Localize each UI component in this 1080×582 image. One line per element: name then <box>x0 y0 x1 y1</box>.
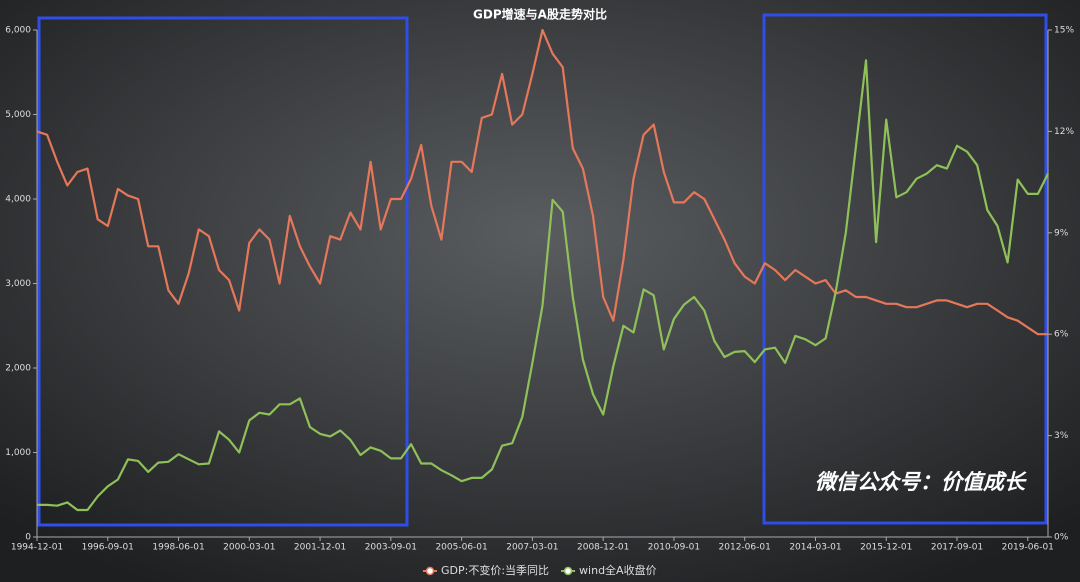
y2-tick-label: 6% <box>1054 330 1069 340</box>
y2-tick-label: 12% <box>1054 127 1074 137</box>
x-tick-label: 2017-09-01 <box>931 543 983 553</box>
legend-marker <box>563 566 573 576</box>
y2-tick-label: 15% <box>1054 26 1074 36</box>
x-tick-label: 2005-06-01 <box>435 543 487 553</box>
x-tick-label: 2012-06-01 <box>719 543 771 553</box>
line-series <box>37 59 1049 512</box>
x-tick-label: 2014-03-01 <box>789 543 841 553</box>
y2-tick-label: 0% <box>1054 533 1069 543</box>
x-tick-label: 2010-09-01 <box>648 543 700 553</box>
x-tick-label: 2001-12-01 <box>294 543 346 553</box>
watermark: 微信公众号：价值成长 <box>815 470 1027 494</box>
x-tick-label: 2003-09-01 <box>365 543 417 553</box>
y2-tick-label: 9% <box>1054 228 1069 238</box>
highlight-box <box>762 13 1048 525</box>
line-series <box>36 28 1048 336</box>
y2-tick-label: 3% <box>1054 431 1069 441</box>
legend-label: GDP:不变价:当季同比 <box>441 563 549 577</box>
x-tick-label: 2000-03-01 <box>223 543 275 553</box>
chart-title: GDP增速与A股走势对比 <box>473 7 607 22</box>
y-tick-label: 2,000 <box>5 364 31 374</box>
y-tick-label: 5,000 <box>5 110 31 120</box>
x-tick-label: 2015-12-01 <box>860 543 912 553</box>
x-tick-label: 2019-06-01 <box>1002 543 1054 553</box>
x-tick-label: 1994-12-01 <box>11 543 63 553</box>
x-tick-label: 2007-03-01 <box>506 543 558 553</box>
y-tick-label: 6,000 <box>5 26 31 36</box>
legend-label: wind全A收盘价 <box>579 563 657 577</box>
x-tick-label: 2008-12-01 <box>577 543 629 553</box>
y-tick-label: 3,000 <box>5 279 31 289</box>
x-tick-label: 1998-06-01 <box>152 543 204 553</box>
y-tick-label: 4,000 <box>5 195 31 205</box>
y-tick-label: 1,000 <box>5 448 31 458</box>
legend-marker <box>425 566 435 576</box>
x-tick-label: 1996-09-01 <box>82 543 134 553</box>
highlight-box <box>37 16 409 527</box>
y-tick-label: 0 <box>25 533 31 543</box>
